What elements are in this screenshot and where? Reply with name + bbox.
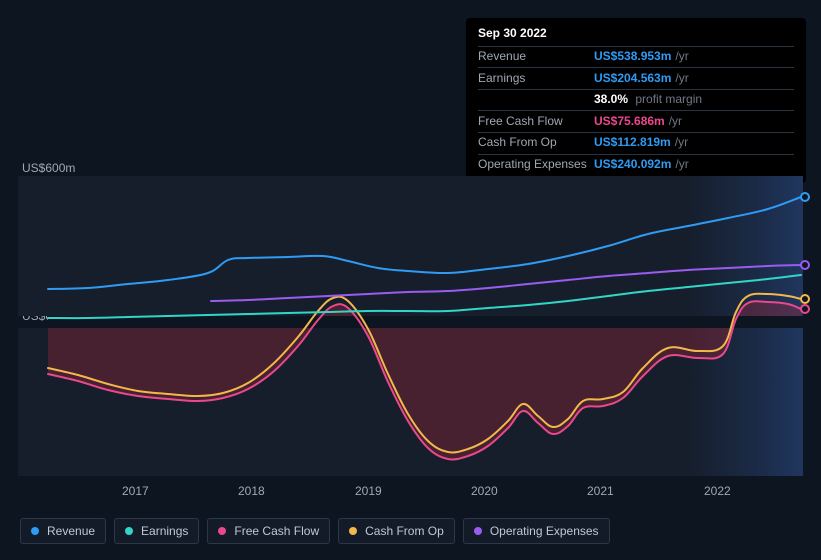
legend-label: Cash From Op xyxy=(365,524,444,538)
tooltip-row: Cash From OpUS$112.819m/yr xyxy=(478,132,794,154)
tooltip-label: Free Cash Flow xyxy=(478,114,594,130)
tooltip-subrow: 38.0% profit margin xyxy=(478,89,794,111)
tooltip-value: US$204.563m/yr xyxy=(594,71,689,87)
x-tick-label: 2021 xyxy=(587,484,614,498)
series-revenue xyxy=(48,197,801,289)
x-tick-label: 2022 xyxy=(704,484,731,498)
chart-legend: Revenue Earnings Free Cash Flow Cash From O… xyxy=(20,518,610,544)
series-end-marker xyxy=(801,305,809,313)
tooltip-value: US$538.953m/yr xyxy=(594,49,689,65)
legend-item-cash-from-op[interactable]: Cash From Op xyxy=(338,518,455,544)
legend-label: Earnings xyxy=(141,524,188,538)
legend-label: Free Cash Flow xyxy=(234,524,319,538)
chart-tooltip: Sep 30 2022 RevenueUS$538.953m/yrEarning… xyxy=(466,18,806,183)
x-tick-label: 2019 xyxy=(355,484,382,498)
series-end-marker xyxy=(801,193,809,201)
x-tick-label: 2020 xyxy=(471,484,498,498)
legend-dot-icon xyxy=(474,527,482,535)
legend-dot-icon xyxy=(218,527,226,535)
tooltip-label: Revenue xyxy=(478,49,594,65)
tooltip-row: RevenueUS$538.953m/yr xyxy=(478,46,794,68)
tooltip-label: Cash From Op xyxy=(478,135,594,151)
legend-item-revenue[interactable]: Revenue xyxy=(20,518,106,544)
tooltip-value: US$112.819m/yr xyxy=(594,135,688,151)
tooltip-row: Operating ExpensesUS$240.092m/yr xyxy=(478,154,794,176)
tooltip-label: Operating Expenses xyxy=(478,157,594,173)
tooltip-row: EarningsUS$204.563m/yr xyxy=(478,67,794,89)
series-end-marker xyxy=(801,295,809,303)
y-tick-top: US$600m xyxy=(22,161,75,175)
legend-label: Revenue xyxy=(47,524,95,538)
series-end-marker xyxy=(801,261,809,269)
x-tick-label: 2017 xyxy=(122,484,149,498)
tooltip-value: US$240.092m/yr xyxy=(594,157,689,173)
legend-dot-icon xyxy=(31,527,39,535)
tooltip-value: US$75.686m/yr xyxy=(594,114,682,130)
legend-label: Operating Expenses xyxy=(490,524,599,538)
legend-item-earnings[interactable]: Earnings xyxy=(114,518,199,544)
series-opex xyxy=(211,265,801,301)
zero-gap xyxy=(48,316,803,328)
legend-item-operating-expenses[interactable]: Operating Expenses xyxy=(463,518,610,544)
tooltip-label: Earnings xyxy=(478,71,594,87)
x-tick-label: 2018 xyxy=(238,484,265,498)
tooltip-row: Free Cash FlowUS$75.686m/yr xyxy=(478,110,794,132)
legend-dot-icon xyxy=(125,527,133,535)
legend-dot-icon xyxy=(349,527,357,535)
legend-item-free-cash-flow[interactable]: Free Cash Flow xyxy=(207,518,330,544)
financials-chart xyxy=(48,176,803,476)
tooltip-date: Sep 30 2022 xyxy=(478,26,794,46)
